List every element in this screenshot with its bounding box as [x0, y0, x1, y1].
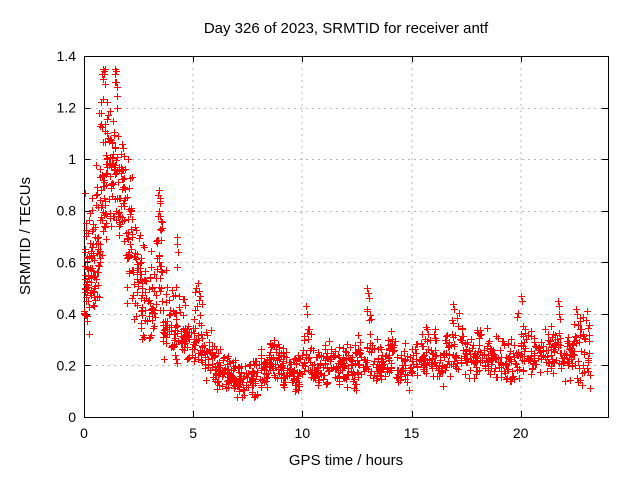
y-tick-label: 0.2 [57, 357, 77, 373]
x-tick-label: 15 [404, 425, 420, 441]
x-axis-label: GPS time / hours [289, 452, 403, 469]
tick-labels-layer: 0 5 10 15 20 0 0.2 0.4 0.6 0.8 1 1.2 1.4 [57, 48, 529, 441]
y-tick-label: 1 [68, 151, 76, 167]
data-points-plus-markers [81, 66, 594, 401]
x-tick-label: 10 [295, 425, 311, 441]
x-tick-label: 0 [80, 425, 88, 441]
y-tick-label: 0.8 [57, 203, 77, 219]
plot-title: Day 326 of 2023, SRMTID for receiver ant… [204, 20, 489, 37]
y-tick-label: 1.4 [57, 48, 77, 64]
y-tick-label: 0.4 [57, 306, 77, 322]
x-tick-label: 20 [513, 425, 529, 441]
y-axis-label: SRMTID / TECUs [17, 177, 34, 295]
y-tick-label: 1.2 [57, 100, 77, 116]
x-tick-label: 5 [189, 425, 197, 441]
points-layer [81, 66, 594, 401]
y-tick-label: 0 [68, 409, 76, 425]
y-tick-label: 0.6 [57, 254, 77, 270]
